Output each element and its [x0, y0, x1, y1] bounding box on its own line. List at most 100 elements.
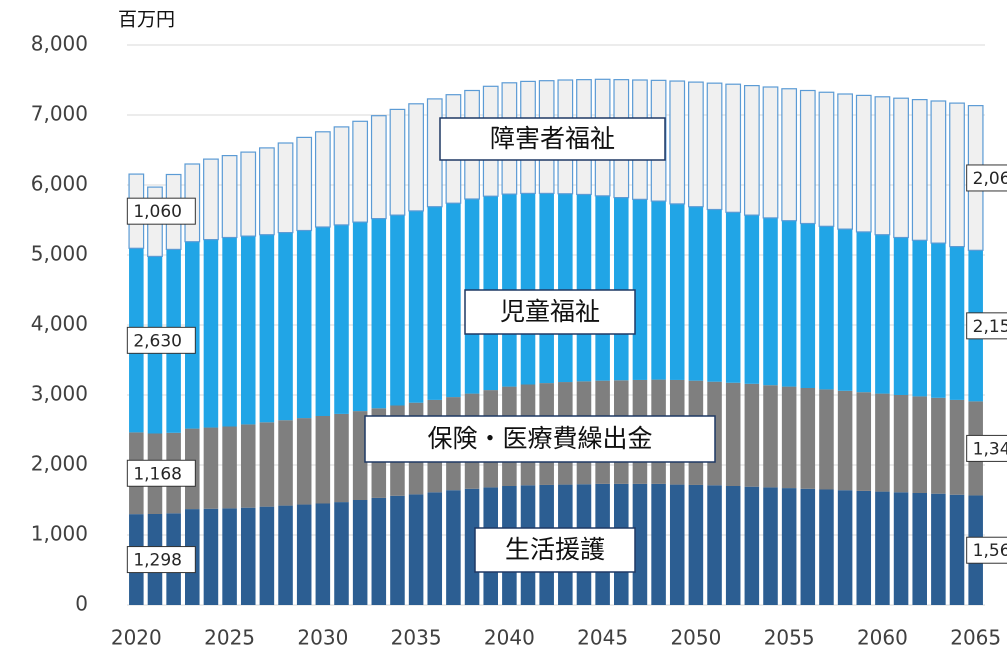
bar-segment — [930, 100, 947, 244]
bar-segment — [819, 389, 834, 490]
x-tick-label: 2030 — [297, 626, 348, 650]
bar-segment — [203, 158, 219, 241]
value-label: 2,067 — [973, 169, 1007, 189]
bar-segment — [707, 209, 722, 382]
bar-segment — [334, 413, 349, 503]
value-label-box — [126, 459, 196, 487]
bar-segment — [912, 493, 927, 605]
bar-segment — [370, 115, 387, 220]
bar-segment — [781, 488, 797, 605]
y-tick-label: 7,000 — [31, 102, 88, 126]
x-tick-label: 2060 — [857, 626, 908, 650]
bar-segment — [931, 397, 946, 494]
bar-segment — [763, 487, 778, 605]
y-tick-label: 2,000 — [31, 452, 88, 476]
bar-segment — [725, 486, 741, 605]
bar-segment — [688, 484, 704, 605]
bar-segment — [837, 229, 853, 391]
y-tick-label: 1,000 — [31, 522, 88, 546]
bar-segment — [277, 142, 294, 234]
value-label: 1,344 — [973, 439, 1007, 459]
bar-segment — [614, 197, 629, 381]
bar-segment — [315, 227, 331, 416]
series-name: 障害者福祉 — [490, 124, 615, 153]
bar-segment — [632, 483, 648, 605]
bar-segment — [576, 194, 592, 382]
bar-segment — [763, 217, 778, 386]
bar-segment — [725, 382, 741, 486]
value-label-box — [966, 164, 1007, 192]
bar-segment — [315, 416, 331, 504]
bar-segment — [856, 490, 872, 605]
bar-segment — [875, 491, 890, 605]
bar-segment — [558, 193, 573, 383]
x-tick-label: 2025 — [204, 626, 255, 650]
bar-segment — [744, 383, 760, 487]
bar-segment — [334, 224, 349, 414]
bar-segment — [314, 131, 331, 228]
bar-segment — [371, 497, 387, 605]
bar-segment — [408, 494, 424, 605]
x-tick-label: 2035 — [391, 626, 442, 650]
bar-segment — [408, 210, 424, 403]
value-label: 2,158 — [973, 317, 1007, 337]
x-tick-label: 2050 — [670, 626, 721, 650]
series-name: 児童福祉 — [500, 297, 600, 326]
x-tick-label: 2055 — [764, 626, 815, 650]
bar-segment — [688, 206, 704, 381]
bar-segment — [390, 215, 405, 406]
bar-segment — [446, 203, 461, 398]
series-name-box — [464, 289, 636, 335]
bar-segment — [669, 203, 685, 380]
bar-segment — [221, 155, 238, 239]
bar-segment — [203, 427, 219, 509]
bar-segment — [259, 506, 275, 605]
bar-segment — [744, 486, 760, 605]
bar-segment — [539, 193, 554, 384]
bar-segment — [856, 392, 872, 491]
bar-segment — [446, 490, 461, 605]
value-label-box — [126, 546, 196, 574]
x-tick-label: 2065 — [950, 626, 1001, 650]
bar-segment — [781, 386, 797, 489]
bar-segment — [893, 395, 909, 493]
bar-segment — [725, 83, 742, 213]
bar-segment — [427, 206, 443, 400]
bar-segment — [725, 212, 741, 383]
value-label-box — [966, 312, 1007, 340]
bar-segment — [855, 94, 872, 233]
value-label-box — [126, 197, 196, 225]
bar-segment — [334, 502, 349, 605]
y-tick-label: 4,000 — [31, 312, 88, 336]
x-tick-label: 2020 — [111, 626, 162, 650]
bar-segment — [799, 89, 816, 225]
bar-segment — [706, 82, 723, 211]
bar-segment — [352, 120, 369, 223]
bar-segment — [818, 91, 835, 227]
bar-segment — [875, 393, 890, 492]
bar-segment — [912, 396, 927, 493]
bar-segment — [911, 98, 928, 241]
bar-segment — [651, 201, 666, 380]
bar-segment — [240, 236, 256, 425]
bar-segment — [688, 81, 704, 208]
bar-segment — [240, 507, 256, 605]
bar-segment — [669, 484, 685, 605]
bar-segment — [781, 88, 798, 222]
value-label: 1,168 — [133, 464, 182, 484]
bar-segment — [222, 508, 237, 605]
bar-segment — [278, 232, 293, 421]
value-label: 1,060 — [133, 202, 182, 222]
bar-segment — [931, 243, 946, 398]
bar-segment — [296, 136, 313, 232]
bar-segment — [595, 195, 610, 381]
bar-segment — [875, 234, 890, 394]
y-tick-label: 8,000 — [31, 32, 88, 56]
y-tick-label: 5,000 — [31, 242, 88, 266]
bar-segment — [278, 505, 293, 605]
bar-segment — [762, 86, 779, 219]
bar-segment — [315, 503, 331, 605]
bar-segment — [259, 147, 275, 236]
bar-segment — [651, 483, 666, 605]
x-tick-label: 2040 — [484, 626, 535, 650]
